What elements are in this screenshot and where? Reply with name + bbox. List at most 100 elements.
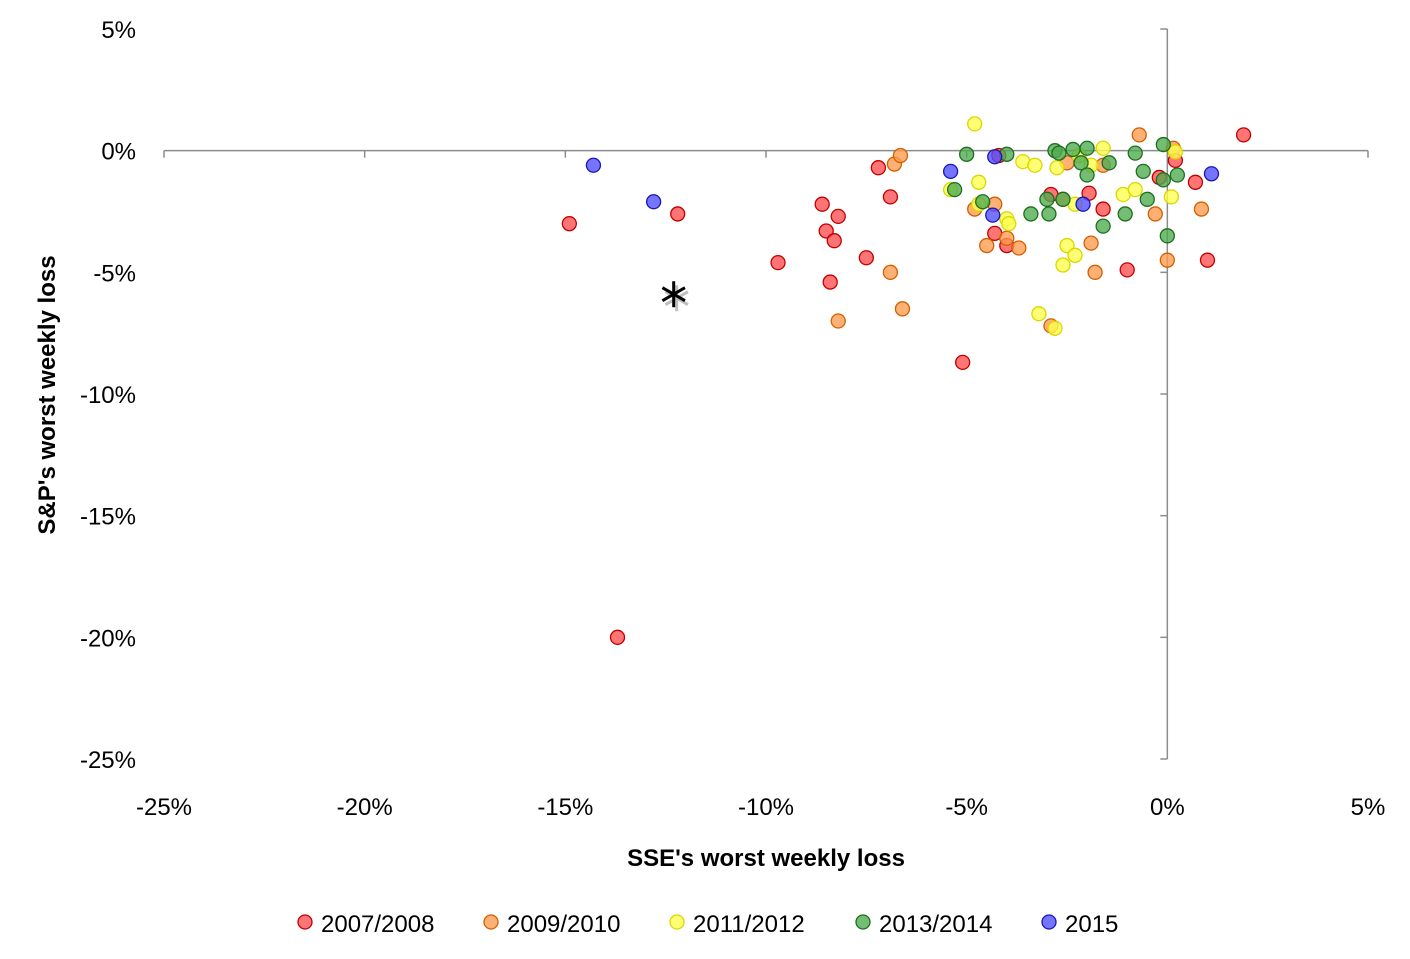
data-point [561,216,577,232]
data-point [1159,228,1175,244]
data-point [942,163,959,180]
data-point [1039,191,1055,207]
data-point [1049,160,1065,176]
data-point [894,301,911,317]
data-point [1027,157,1043,173]
data-point [1047,320,1063,336]
y-tick-label: 0% [101,139,136,166]
data-point [870,160,887,176]
data-point [971,174,987,190]
marker-shadow [664,285,689,312]
data-point [946,181,963,198]
legend-label: 2013/2014 [879,911,992,938]
legend-item-2: 2011/2012 [669,911,805,938]
data-point [1079,167,1095,183]
data-point [1055,257,1071,273]
data-point [1147,206,1163,222]
legend-label: 2011/2012 [693,911,805,938]
data-point [1193,201,1210,217]
y-tick-label: 5% [101,17,136,44]
data-point [830,313,846,329]
data-point [967,116,983,132]
data-point [1073,155,1089,171]
legend-swatch [1041,914,1057,930]
y-tick-label: -5% [93,260,136,287]
legend-swatch [855,914,871,930]
data-point [882,189,899,205]
data-point [1059,237,1075,254]
data-point [1067,247,1083,263]
data-point [585,157,602,173]
data-point [1159,252,1175,268]
data-point [1167,144,1184,160]
series-3 [946,136,1186,244]
data-point [1083,235,1099,251]
data-point [1203,166,1220,182]
data-point [814,196,830,212]
legend-swatch [483,914,499,930]
x-tick-label: -20% [337,794,393,821]
data-point [830,208,846,225]
y-tick-label: -15% [80,504,136,531]
data-point [955,354,971,371]
data-point [1117,206,1133,222]
data-point [670,206,686,222]
current-week-marker [661,281,689,312]
data-point [645,194,662,210]
data-point [822,274,838,290]
legend-item-4: 2015 [1041,911,1118,938]
data-point [1127,145,1143,161]
y-tick-label: -20% [80,625,136,652]
y-axis-title: S&P's worst weekly loss [34,255,61,534]
marker-shadow-stroke [664,290,689,307]
data-point [975,194,991,210]
marker-stroke [661,286,686,303]
data-point [1187,174,1204,190]
data-point [818,223,834,239]
legend-item-1: 2009/2010 [483,911,620,938]
data-point [1139,191,1155,207]
legend-swatch [297,914,313,930]
data-point [609,629,626,645]
data-point [1131,127,1147,143]
legend-label: 2007/2008 [321,911,434,938]
legend-item-0: 2007/2008 [297,911,434,938]
data-point [1011,240,1027,256]
data-point [1135,163,1151,180]
y-tick-label: -25% [80,747,136,774]
data-point [1155,136,1171,153]
data-point [1169,167,1186,183]
data-point [1075,196,1091,212]
data-point [1041,206,1057,222]
data-point [1119,262,1135,278]
data-point [985,207,1001,223]
data-point [959,146,975,162]
data-point [858,250,874,266]
data-point [1163,189,1179,205]
data-point [987,149,1003,165]
x-tick-label: -25% [136,794,192,821]
data-point [770,254,786,271]
data-point [1199,252,1216,268]
series-0 [561,127,1252,645]
x-tick-label: 0% [1150,794,1185,821]
data-point [1095,218,1111,234]
data-point [1087,264,1103,280]
x-tick-label: -10% [738,794,794,821]
legend: 2007/2008 2009/2010 2011/2012 2013/2014 2015 [297,911,1118,938]
x-axis-title: SSE's worst weekly loss [627,845,905,872]
data-point [1101,155,1117,171]
data-point [1127,181,1143,198]
data-point [1001,216,1017,232]
y-tick-label: -10% [80,382,136,409]
series-4 [585,149,1220,223]
data-point [979,237,995,254]
legend-swatch [669,914,685,930]
data-point [1065,141,1081,158]
data-point [999,230,1015,246]
marker-shadow-stroke [664,290,689,307]
data-point [826,233,842,249]
x-tick-label: 5% [1351,794,1386,821]
data-point [1095,140,1111,156]
